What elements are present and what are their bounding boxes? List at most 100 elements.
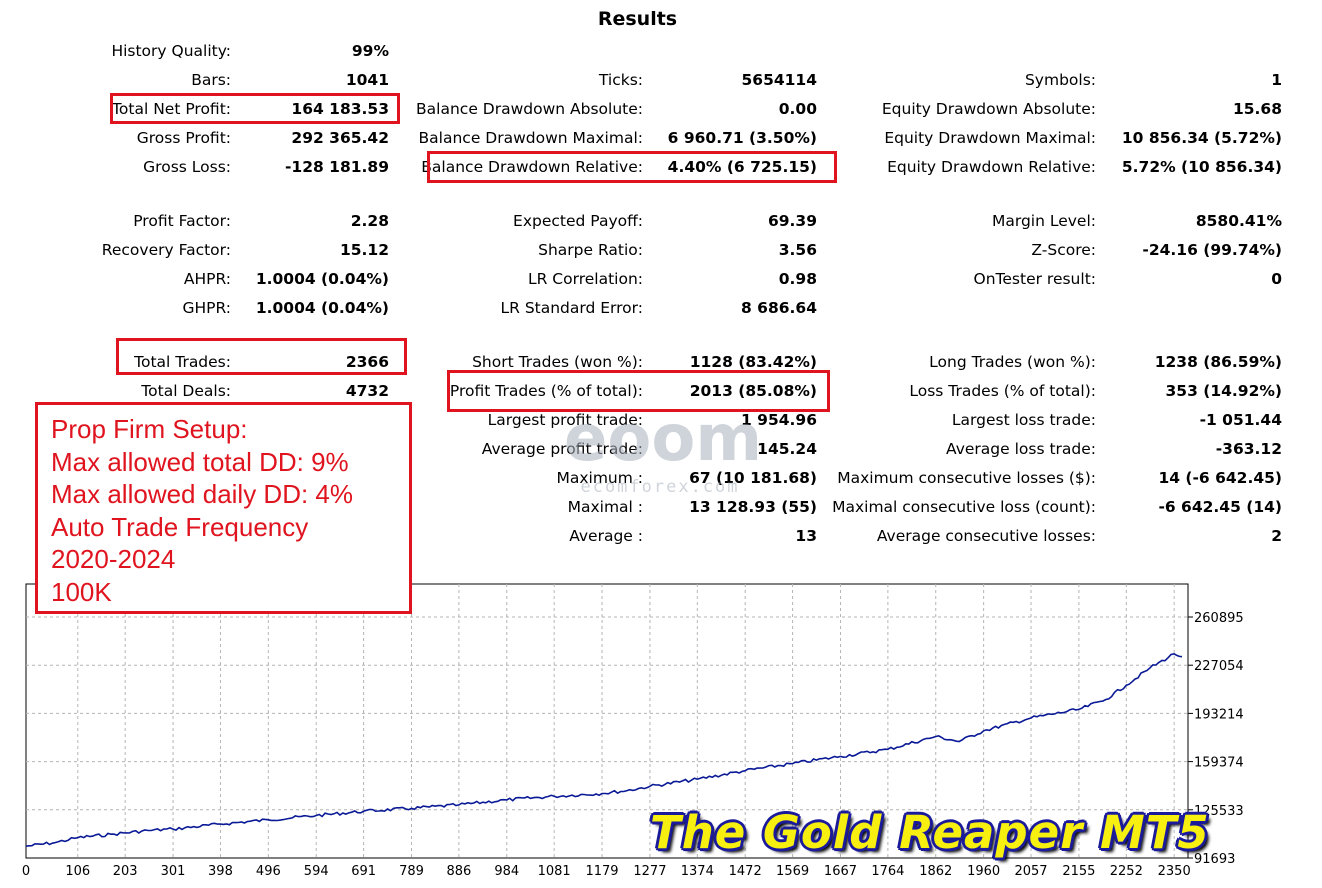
x-tick-label: 2350: [1158, 864, 1191, 879]
x-tick-label: 691: [351, 864, 376, 879]
label-lr-correlation: LR Correlation:: [527, 270, 643, 288]
label-ahpr: AHPR:: [183, 270, 231, 288]
prop-firm-setup-box: Prop Firm Setup: Max allowed total DD: 9…: [35, 402, 412, 614]
prop-setup-line: 100K: [51, 576, 112, 607]
x-tick-label: 2155: [1062, 864, 1095, 879]
label-average: Average :: [569, 527, 643, 545]
value-sharpe-ratio: 3.56: [778, 241, 817, 259]
value-average: 13: [795, 527, 817, 545]
label-profit-factor: Profit Factor:: [133, 212, 231, 230]
label-recovery-factor: Recovery Factor:: [101, 241, 231, 259]
value-equity-drawdown-absolute: 15.68: [1232, 100, 1282, 118]
balance-chart-svg: 0 106 203 301 398 496 594 691 789 886 984 1081 1179 1…: [22, 583, 1244, 879]
label-ghpr: GHPR:: [182, 299, 231, 317]
value-profit-factor: 2.28: [350, 212, 389, 230]
value-gross-loss: -128 181.89: [285, 158, 389, 176]
x-tick-label: 301: [161, 864, 186, 879]
label-sharpe-ratio: Sharpe Ratio:: [538, 241, 643, 259]
label-equity-drawdown-relative: Equity Drawdown Relative:: [887, 158, 1096, 176]
x-tick-label: 886: [446, 864, 471, 879]
watermark-site: ecomforex.com: [580, 477, 739, 497]
value-margin-level: 8580.41%: [1195, 212, 1282, 230]
value-expected-payoff: 69.39: [767, 212, 817, 230]
value-maximal-consecutive-loss-count: -6 642.45 (14): [1158, 498, 1282, 516]
label-total-trades: Total Trades:: [134, 353, 231, 371]
highlight-profit-trades: [447, 370, 830, 412]
label-lr-standard-error: LR Standard Error:: [500, 299, 643, 317]
x-tick-label: 789: [399, 864, 424, 879]
value-maximal: 13 128.93 (55): [689, 498, 817, 516]
label-balance-drawdown-maximal: Balance Drawdown Maximal:: [418, 129, 643, 147]
y-tick-label: 91693: [1194, 852, 1235, 867]
value-ghpr: 1.0004 (0.04%): [255, 299, 389, 317]
label-ticks: Ticks:: [598, 71, 643, 89]
x-tick-label: 1862: [919, 864, 952, 879]
page-title: Results: [597, 8, 678, 30]
x-tick-label: 1960: [967, 864, 1000, 879]
value-average-loss-trade: -363.12: [1215, 440, 1282, 458]
value-average-consecutive-losses: 2: [1271, 527, 1282, 545]
x-tick-label: 1764: [871, 864, 904, 879]
watermark-logo: eoom: [564, 402, 762, 476]
value-balance-drawdown-relative: 4.40% (6 725.15): [667, 158, 817, 176]
value-short-trades-won: 1128 (83.42%): [689, 353, 817, 371]
value-equity-drawdown-relative: 5.72% (10 856.34): [1121, 158, 1282, 176]
x-tick-label: 0: [22, 864, 30, 879]
prop-setup-line: Prop Firm Setup:: [51, 414, 248, 444]
value-lr-correlation: 0.98: [778, 270, 817, 288]
prop-setup-line: Max allowed daily DD: 4%: [51, 479, 354, 509]
value-equity-drawdown-maximal: 10 856.34 (5.72%): [1121, 129, 1282, 147]
x-tick-label: 2057: [1014, 864, 1047, 879]
label-margin-level: Margin Level:: [991, 212, 1096, 230]
label-average-loss-trade: Average loss trade:: [946, 440, 1096, 458]
label-total-net-profit: Total Net Profit:: [112, 100, 231, 118]
x-tick-label: 1569: [776, 864, 809, 879]
prop-setup-line: 2020-2024: [51, 544, 176, 574]
label-short-trades-won: Short Trades (won %):: [472, 353, 643, 371]
y-tick-label: 193214: [1194, 707, 1244, 722]
label-maximal-consecutive-loss-count: Maximal consecutive loss (count):: [832, 498, 1096, 516]
label-bars: Bars:: [191, 71, 231, 89]
highlight-balance-drawdown-relative: [427, 151, 837, 183]
value-recovery-factor: 15.12: [339, 241, 389, 259]
label-average-consecutive-losses: Average consecutive losses:: [876, 527, 1096, 545]
x-tick-label: 1667: [824, 864, 857, 879]
label-z-score: Z-Score:: [1031, 241, 1096, 259]
value-average-profit-trade: 145.24: [757, 440, 817, 458]
label-total-deals: Total Deals:: [141, 382, 231, 400]
x-tick-label: 1374: [681, 864, 714, 879]
value-long-trades-won: 1238 (86.59%): [1154, 353, 1282, 371]
label-equity-drawdown-absolute: Equity Drawdown Absolute:: [881, 100, 1096, 118]
brand-title: The Gold Reaper MT5: [650, 806, 1210, 859]
balance-chart: 0 106 203 301 398 496 594 691 789 886 984 1081 1179 1…: [0, 570, 1322, 888]
label-long-trades-won: Long Trades (won %):: [929, 353, 1096, 371]
value-total-net-profit: 164 183.53: [291, 100, 389, 118]
label-maximum: Maximum :: [556, 469, 643, 487]
value-balance-drawdown-absolute: 0.00: [778, 100, 817, 118]
value-largest-loss-trade: -1 051.44: [1199, 411, 1282, 429]
value-ontester-result: 0: [1271, 270, 1282, 288]
label-balance-drawdown-relative: Balance Drawdown Relative:: [421, 158, 643, 176]
label-gross-profit: Gross Profit:: [136, 129, 231, 147]
label-gross-loss: Gross Loss:: [143, 158, 231, 176]
value-maximum: 67 (10 181.68): [689, 469, 817, 487]
value-loss-trades-of-total: 353 (14.92%): [1165, 382, 1282, 400]
label-history-quality: History Quality:: [111, 42, 231, 60]
label-balance-drawdown-absolute: Balance Drawdown Absolute:: [416, 100, 643, 118]
x-tick-label: 398: [208, 864, 233, 879]
x-tick-label: 496: [256, 864, 281, 879]
x-tick-label: 1277: [633, 864, 666, 879]
value-ahpr: 1.0004 (0.04%): [255, 270, 389, 288]
value-total-deals: 4732: [345, 382, 389, 400]
label-symbols: Symbols:: [1024, 71, 1096, 89]
value-ticks: 5654114: [741, 71, 818, 89]
prop-setup-line: Max allowed total DD: 9%: [51, 446, 349, 477]
label-expected-payoff: Expected Payoff:: [513, 212, 643, 230]
value-history-quality: 99%: [351, 42, 389, 60]
value-symbols: 1: [1271, 71, 1282, 89]
value-gross-profit: 292 365.42: [291, 129, 389, 147]
x-tick-label: 984: [494, 864, 519, 879]
x-tick-label: 203: [113, 864, 138, 879]
label-equity-drawdown-maximal: Equity Drawdown Maximal:: [884, 129, 1096, 147]
x-tick-label: 594: [304, 864, 329, 879]
